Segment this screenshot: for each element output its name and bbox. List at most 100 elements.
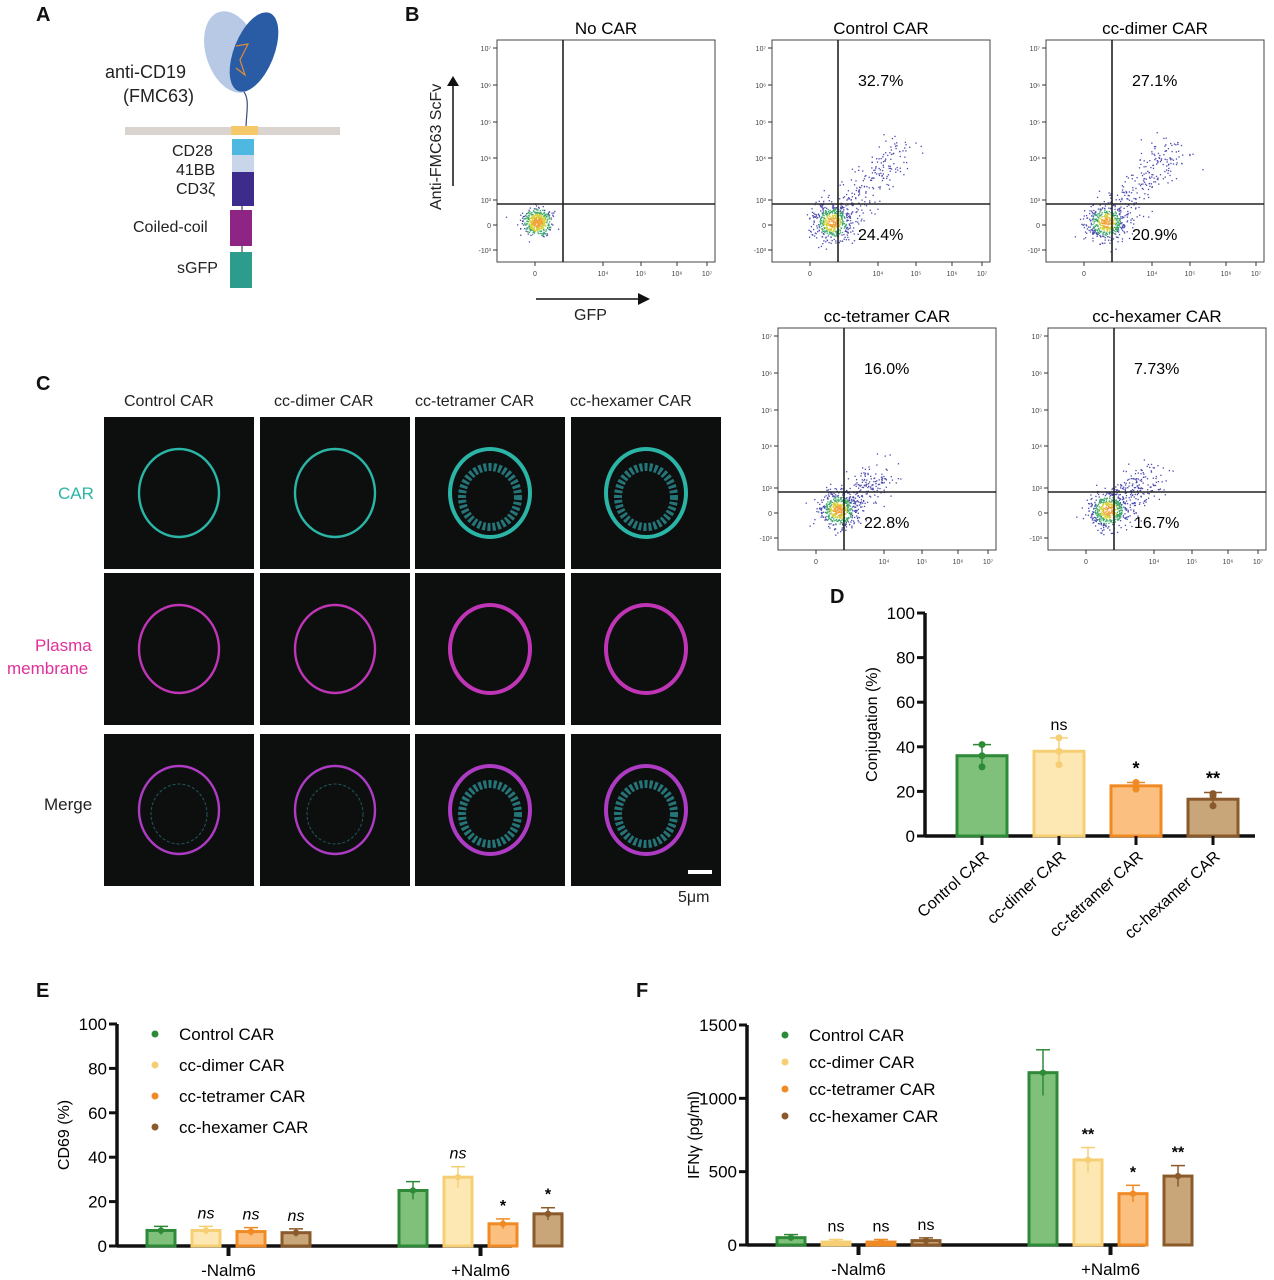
svg-text:10⁶: 10⁶	[761, 371, 772, 378]
lower-right-percent: 24.4%	[858, 227, 903, 244]
svg-text:10³: 10³	[481, 198, 492, 205]
x-category-label: -Nalm6	[201, 1261, 256, 1280]
micrograph-tile	[104, 573, 254, 725]
legend-label: cc-hexamer CAR	[179, 1118, 308, 1137]
svg-text:10³: 10³	[1030, 198, 1041, 205]
significance-mark: **	[1172, 1145, 1185, 1162]
y-tick-label: 1000	[699, 1089, 737, 1108]
svg-text:10⁴: 10⁴	[761, 444, 772, 451]
legend-label: Control CAR	[179, 1025, 274, 1044]
legend-label: cc-dimer CAR	[179, 1056, 285, 1075]
significance-mark: ns	[873, 1219, 890, 1236]
svg-text:10⁴: 10⁴	[480, 156, 491, 163]
micrograph-tile	[415, 573, 565, 725]
domain-label-cd28: CD28	[172, 143, 213, 160]
upper-right-percent: 32.7%	[858, 73, 903, 90]
significance-mark: **	[1206, 769, 1220, 789]
svg-text:10⁶: 10⁶	[480, 83, 491, 90]
domain-label-cd3z: CD3ζ	[176, 181, 216, 198]
svg-text:10⁵: 10⁵	[1031, 408, 1042, 415]
legend-label: cc-hexamer CAR	[809, 1107, 938, 1126]
svg-text:0: 0	[808, 271, 812, 278]
micro-row-label-plasma: Plasma	[35, 636, 92, 655]
antibody-label: anti-CD19	[105, 62, 187, 82]
micrograph-tile	[104, 417, 254, 569]
domain-label-sgfp: sGFP	[177, 260, 218, 277]
micrograph-tile	[571, 734, 721, 886]
svg-text:10⁶: 10⁶	[947, 271, 958, 278]
svg-text:10⁷: 10⁷	[1032, 334, 1043, 341]
significance-mark: *	[1130, 1164, 1137, 1181]
svg-text:10⁴: 10⁴	[598, 271, 609, 278]
significance-mark: ns	[288, 1208, 305, 1225]
lower-right-percent: 20.9%	[1132, 227, 1177, 244]
significance-mark: *	[1132, 758, 1139, 778]
micro-row-label-car: CAR	[58, 484, 94, 503]
legend-marker-icon	[781, 1112, 789, 1120]
flow-plot: Control CAR 32.7% 24.4% 10⁷ 10⁶ 10⁵ 10⁴ 10³ 0 -10…	[754, 19, 991, 278]
flow-x-axis-label: GFP	[574, 307, 607, 324]
svg-text:10⁴: 10⁴	[755, 156, 766, 163]
svg-text:-10³: -10³	[479, 248, 492, 255]
y-arrow-icon	[447, 76, 459, 186]
significance-mark: *	[545, 1187, 552, 1204]
significance-mark: ns	[828, 1219, 845, 1236]
panel-label-e: E	[36, 980, 50, 1002]
svg-text:10⁷: 10⁷	[702, 271, 713, 278]
scale-bar	[688, 870, 712, 874]
y-tick-label: 40	[896, 738, 915, 757]
x-category-label: cc-dimer CAR	[984, 848, 1069, 927]
flow-y-axis-label: Anti-FMC63 ScFv	[428, 83, 445, 210]
svg-text:10⁶: 10⁶	[755, 83, 766, 90]
hinge-icon	[243, 91, 248, 129]
panel-label-b: B	[405, 4, 420, 26]
micro-row-label-merge: Merge	[44, 795, 93, 814]
bar	[1072, 1158, 1104, 1247]
chart-conjugation: Conjugation (%) 0 20 40 60 80 100 Control CAR ns…	[864, 604, 1255, 942]
micrograph-tile	[415, 417, 565, 569]
legend-label: cc-tetramer CAR	[809, 1080, 936, 1099]
svg-text:10⁷: 10⁷	[762, 334, 773, 341]
y-tick-label: 0	[906, 827, 915, 846]
significance-mark: ns	[243, 1207, 260, 1224]
significance-mark: **	[1082, 1127, 1095, 1144]
y-axis-label: IFNγ (pg/ml)	[686, 1091, 703, 1179]
coiled-coil-domain-icon	[230, 210, 252, 246]
svg-text:10⁶: 10⁶	[672, 271, 683, 278]
svg-text:10⁷: 10⁷	[1251, 271, 1262, 278]
legend-marker-icon	[781, 1085, 789, 1093]
flow-plot-title: No CAR	[575, 19, 637, 38]
lower-right-percent: 16.7%	[1134, 515, 1179, 532]
chart-cd69: CD69 (%) 0 20 40 60 80 100 ns ns ns * ns * -Nalm6 +Nal…	[56, 1015, 564, 1280]
legend-label: cc-tetramer CAR	[179, 1087, 306, 1106]
micro-col-label-hexamer: cc-hexamer CAR	[570, 393, 692, 410]
tm-domain-icon	[231, 126, 258, 135]
svg-text:10⁵: 10⁵	[761, 408, 772, 415]
svg-text:10⁶: 10⁶	[1031, 371, 1042, 378]
micro-row-label-membrane: membrane	[7, 659, 89, 678]
bar	[1027, 1071, 1059, 1247]
flow-plot-title: cc-dimer CAR	[1102, 19, 1208, 38]
svg-text:0: 0	[1038, 511, 1042, 518]
svg-text:10⁷: 10⁷	[481, 46, 492, 53]
linker-icon	[235, 43, 250, 77]
legend-marker-icon	[151, 1061, 159, 1069]
y-axis-label: CD69 (%)	[56, 1100, 73, 1170]
svg-text:10⁶: 10⁶	[1029, 83, 1040, 90]
41bb-domain-icon	[232, 155, 254, 172]
svg-text:10³: 10³	[756, 198, 767, 205]
svg-text:10⁷: 10⁷	[1253, 559, 1264, 566]
x-category-label: +Nalm6	[1081, 1260, 1140, 1279]
x-category-label: Control CAR	[915, 848, 993, 921]
panel-label-a: A	[36, 4, 51, 26]
significance-mark: ns	[918, 1217, 935, 1234]
y-tick-label: 20	[88, 1193, 107, 1212]
significance-mark: *	[500, 1198, 507, 1215]
svg-text:10⁶: 10⁶	[1221, 271, 1232, 278]
scale-bar-label: 5μm	[678, 889, 710, 906]
svg-text:-10³: -10³	[1028, 248, 1041, 255]
y-tick-label: 0	[98, 1237, 107, 1256]
domain-label-41bb: 41BB	[176, 162, 216, 179]
micro-col-label-dimer: cc-dimer CAR	[274, 393, 374, 410]
svg-text:0: 0	[814, 559, 818, 566]
